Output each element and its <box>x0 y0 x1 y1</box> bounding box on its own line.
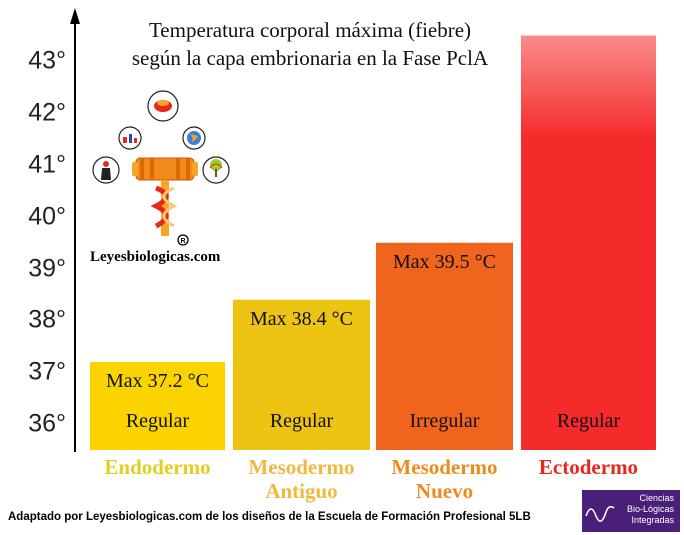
y-tick-label: 39° <box>28 254 66 283</box>
bar-pattern-label: Regular <box>269 410 334 432</box>
chart-title-line-1: Temperatura corporal máxima (fiebre) <box>148 18 472 42</box>
globe-icon <box>182 126 206 150</box>
bar-endodermo <box>90 361 225 450</box>
bar-max-label: Max 38.4 °C <box>250 307 353 330</box>
corner-logo-line-1: Ciencias <box>639 493 674 503</box>
category-label-line: Mesodermo <box>248 455 355 479</box>
wave-logo-icon <box>585 505 615 522</box>
bar-pattern-label: Regular <box>556 410 621 432</box>
ciencias-biologicas-logo: Ciencias Bio-Lógicas Integradas <box>582 490 680 532</box>
bar-max-label: Max 37.2 °C <box>106 369 209 392</box>
bar-mesodermo-antiguo <box>233 299 370 450</box>
category-label-line: Ectodermo <box>538 455 639 479</box>
y-tick-label: 37° <box>28 357 66 386</box>
source-note: Adaptado por Leyesbiologicas.com de los … <box>8 511 531 523</box>
bar-mesodermo-nuevo <box>376 242 513 450</box>
y-tick-label: 40° <box>28 202 66 231</box>
corner-logo-line-3: Integradas <box>631 515 674 525</box>
gavel-icon <box>132 157 198 181</box>
y-tick-label: 38° <box>28 305 66 334</box>
category-label-line: Endodermo <box>104 455 211 479</box>
brain-icon <box>147 90 179 122</box>
y-tick-label: 42° <box>28 98 66 127</box>
bar-max-label: Max 39.5 °C <box>393 250 496 273</box>
y-axis-arrow-icon <box>70 8 80 24</box>
category-label-line: Nuevo <box>415 479 474 503</box>
bar-ectodermo <box>521 35 656 450</box>
y-tick-label: 36° <box>28 409 66 438</box>
chart-title-line-2: según la capa embrionaria en la Fase Pcl… <box>131 46 489 70</box>
caduceus-icon <box>150 180 178 236</box>
category-label: Endodermo <box>80 455 235 479</box>
y-tick-label: 41° <box>28 150 66 179</box>
registered-mark-icon: R <box>177 234 189 246</box>
category-label-line: Mesodermo <box>391 455 498 479</box>
category-label: Mesodermo Nuevo <box>366 455 523 503</box>
corner-logo-line-2: Bio-Lógicas <box>626 504 674 514</box>
bar-pattern-label: Regular <box>125 410 190 432</box>
leyesbiologicas-logo: R <box>92 90 230 246</box>
brand-name: Leyesbiologicas.com <box>90 249 221 265</box>
category-label: Mesodermo Antiguo <box>223 455 380 503</box>
y-tick-label: 43° <box>28 46 66 75</box>
body-icon <box>92 156 120 184</box>
tree-icon <box>202 156 230 184</box>
svg-text:R: R <box>181 238 186 245</box>
category-label: Ectodermo <box>511 455 666 479</box>
lab-icon <box>118 126 142 150</box>
category-label-line: Antiguo <box>265 479 338 503</box>
bar-pattern-label: Irregular <box>409 410 480 432</box>
